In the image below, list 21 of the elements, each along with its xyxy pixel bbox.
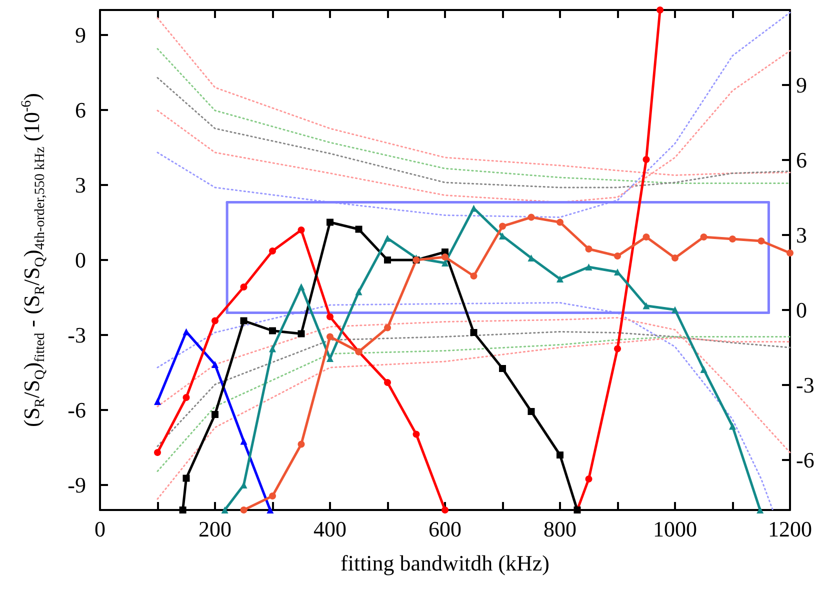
- y2-tick-label: 3: [796, 222, 807, 248]
- x-tick-label: 800: [544, 516, 576, 542]
- y-tick-label: -9: [68, 472, 86, 498]
- y-tick-label: 6: [75, 98, 86, 122]
- x-tick-label: 200: [198, 516, 232, 542]
- y-tick-label: -3: [68, 322, 86, 348]
- x-tick-label: 400: [314, 516, 346, 542]
- x-tick-label: 1200: [768, 516, 812, 542]
- y2-tick-label: -6: [796, 448, 814, 472]
- x-tick-label: 0: [94, 516, 106, 542]
- y-tick-label: -6: [68, 398, 86, 422]
- y-tick-label: 9: [75, 22, 86, 48]
- y2-tick-label: 0: [796, 298, 807, 322]
- y-tick-label: 3: [75, 172, 86, 198]
- x-tick-label: 1000: [653, 516, 697, 542]
- y2-tick-label: 6: [796, 148, 807, 172]
- y2-tick-label: -3: [796, 372, 814, 398]
- x-tick-label: 600: [428, 516, 462, 542]
- y-tick-label: 0: [75, 248, 86, 272]
- y2-tick-label: 9: [796, 72, 807, 98]
- x-axis-title: fitting bandwitdh (kHz): [340, 550, 550, 576]
